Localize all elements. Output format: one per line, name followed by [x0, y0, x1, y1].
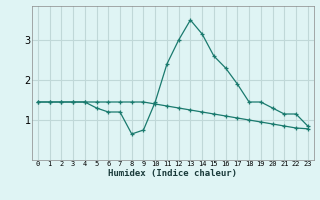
X-axis label: Humidex (Indice chaleur): Humidex (Indice chaleur): [108, 169, 237, 178]
